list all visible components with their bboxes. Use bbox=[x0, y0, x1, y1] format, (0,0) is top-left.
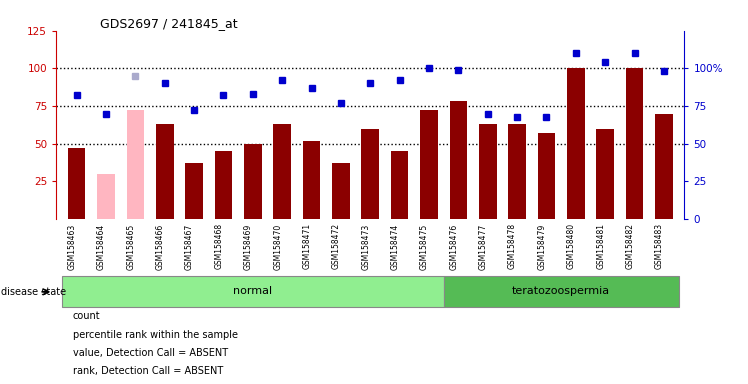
Text: GSM158476: GSM158476 bbox=[450, 223, 459, 270]
Text: percentile rank within the sample: percentile rank within the sample bbox=[73, 329, 238, 339]
Text: GSM158468: GSM158468 bbox=[215, 223, 224, 270]
Text: GDS2697 / 241845_at: GDS2697 / 241845_at bbox=[100, 17, 238, 30]
Text: GSM158483: GSM158483 bbox=[654, 223, 664, 270]
Text: GSM158469: GSM158469 bbox=[244, 223, 253, 270]
Text: GSM158481: GSM158481 bbox=[596, 223, 605, 269]
Bar bbox=[444, 276, 678, 307]
Text: GSM158473: GSM158473 bbox=[361, 223, 370, 270]
Bar bbox=[420, 111, 438, 219]
Bar bbox=[508, 124, 526, 219]
Bar bbox=[126, 111, 144, 219]
Bar bbox=[244, 144, 262, 219]
Bar bbox=[186, 163, 203, 219]
Bar bbox=[625, 68, 643, 219]
Text: GSM158482: GSM158482 bbox=[625, 223, 634, 269]
Text: GSM158480: GSM158480 bbox=[567, 223, 576, 270]
Text: GSM158472: GSM158472 bbox=[332, 223, 341, 270]
Text: GSM158464: GSM158464 bbox=[97, 223, 106, 270]
Bar bbox=[68, 148, 85, 219]
Text: GSM158474: GSM158474 bbox=[390, 223, 399, 270]
Bar bbox=[655, 114, 672, 219]
Text: GSM158478: GSM158478 bbox=[508, 223, 517, 270]
Bar bbox=[361, 129, 379, 219]
Text: GSM158470: GSM158470 bbox=[273, 223, 282, 270]
Bar bbox=[62, 276, 444, 307]
Bar bbox=[567, 68, 585, 219]
Text: disease state: disease state bbox=[1, 287, 67, 297]
Bar bbox=[97, 174, 115, 219]
Text: rank, Detection Call = ABSENT: rank, Detection Call = ABSENT bbox=[73, 366, 223, 376]
Text: GSM158471: GSM158471 bbox=[302, 223, 311, 270]
Bar bbox=[303, 141, 320, 219]
Text: GSM158467: GSM158467 bbox=[185, 223, 194, 270]
Text: value, Detection Call = ABSENT: value, Detection Call = ABSENT bbox=[73, 348, 227, 358]
Text: GSM158477: GSM158477 bbox=[479, 223, 488, 270]
Bar bbox=[538, 133, 555, 219]
Text: count: count bbox=[73, 311, 100, 321]
Text: GSM158475: GSM158475 bbox=[420, 223, 429, 270]
Text: normal: normal bbox=[233, 286, 272, 296]
Bar bbox=[215, 151, 233, 219]
Bar bbox=[273, 124, 291, 219]
Bar bbox=[479, 124, 497, 219]
Bar bbox=[596, 129, 614, 219]
Bar bbox=[156, 124, 174, 219]
Text: GSM158466: GSM158466 bbox=[156, 223, 165, 270]
Text: teratozoospermia: teratozoospermia bbox=[512, 286, 610, 296]
Text: GSM158463: GSM158463 bbox=[67, 223, 76, 270]
Text: GSM158465: GSM158465 bbox=[126, 223, 135, 270]
Bar bbox=[332, 163, 350, 219]
Bar bbox=[450, 101, 468, 219]
Bar bbox=[390, 151, 408, 219]
Text: GSM158479: GSM158479 bbox=[537, 223, 547, 270]
